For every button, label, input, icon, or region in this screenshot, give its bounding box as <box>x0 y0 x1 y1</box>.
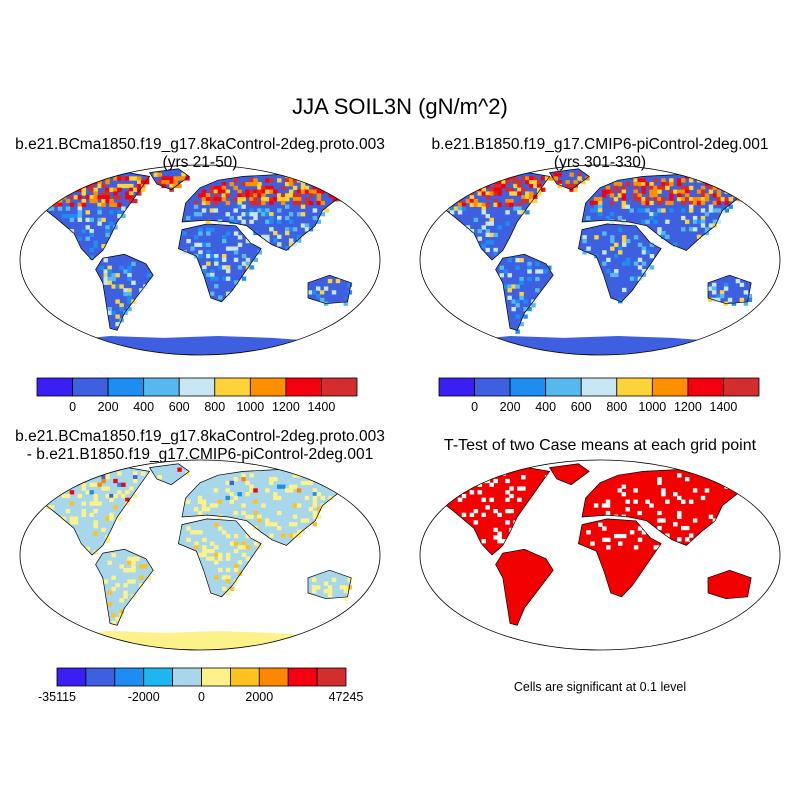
panel1-title-line1: b.e21.BCma1850.f19_g17.8kaControl-2deg.p… <box>15 136 385 153</box>
colorbar-swatch <box>56 667 87 687</box>
colorbar-swatch <box>107 377 145 397</box>
panel2-title-line1: b.e21.B1850.f19_g17.CMIP6-piControl-2deg… <box>431 136 769 153</box>
panel3-title-line1: b.e21.BCma1850.f19_g17.8kaControl-2deg.p… <box>15 428 385 445</box>
colorbar-tick-label: 1000 <box>638 400 666 414</box>
colorbar-swatch <box>438 377 475 397</box>
colorbar-swatch <box>316 667 347 687</box>
colorbar-tick-label: 47245 <box>329 690 364 704</box>
map-panel-1 <box>19 164 381 356</box>
colorbar-tick-label: 1400 <box>710 400 738 414</box>
map-panel-4 <box>419 459 781 651</box>
panel4-title: T-Test of two Case means at each grid po… <box>400 437 800 455</box>
colorbar-panel2: 0 200 400 600 800 1000 1200 1400 <box>438 377 760 414</box>
colorbar-tick-label: 0 <box>69 400 76 414</box>
land-africa <box>578 223 662 302</box>
land-greenland <box>549 463 590 485</box>
colorbar-tick-label: 1000 <box>236 400 264 414</box>
land-eurasia <box>182 469 355 546</box>
colorbar-tick-label: 200 <box>98 400 119 414</box>
colorbar-swatch <box>249 377 287 397</box>
colorbar-panel3: -35115 -2000 0 2000 47245 <box>38 667 364 704</box>
map-border <box>19 459 381 651</box>
colorbar-tick-label: -35115 <box>38 690 76 704</box>
panel3-title-line2: - b.e21.B1850.f19_g17.CMIP6-piControl-2d… <box>26 446 374 463</box>
colorbar-tick-label: 800 <box>204 400 225 414</box>
land-africa <box>578 518 662 597</box>
significance-note: Cells are significant at 0.1 level <box>513 680 687 694</box>
panel1-title: b.e21.BCma1850.f19_g17.8kaControl-2deg.p… <box>0 136 400 172</box>
land-southamerica <box>495 549 554 626</box>
map-border <box>19 164 381 356</box>
colorbar-swatch <box>85 667 116 687</box>
colorbar-swatch <box>580 377 618 397</box>
colorbar-tick-label: 0 <box>198 690 205 704</box>
colorbar-tick-label: 1400 <box>308 400 336 414</box>
colorbar-swatch <box>178 377 216 397</box>
colorbar-tick-label: 800 <box>606 400 627 414</box>
panel3-title: b.e21.BCma1850.f19_g17.8kaControl-2deg.p… <box>0 428 400 464</box>
colorbar-tick-label: 2000 <box>245 690 273 704</box>
colorbar-swatch <box>214 377 251 397</box>
colorbar-tick-label: 400 <box>133 400 154 414</box>
panel2-title-line2: (yrs 301-330) <box>553 154 647 171</box>
colorbar-tick-label: 600 <box>571 400 592 414</box>
map-border <box>419 459 781 651</box>
colorbar-swatch <box>651 377 689 397</box>
colorbar-tick-label: -2000 <box>128 690 160 704</box>
panel4-title-line1: T-Test of two Case means at each grid po… <box>443 437 757 454</box>
colorbar-tick-label: 1200 <box>674 400 702 414</box>
colorbar-swatch <box>143 377 180 397</box>
colorbar-swatch <box>229 667 260 687</box>
colorbar-tick-label: 1200 <box>272 400 300 414</box>
colorbar-swatch <box>36 377 73 397</box>
land-australia <box>708 570 752 599</box>
colorbar-panel1: 0 200 400 600 800 1000 1200 1400 <box>36 377 358 414</box>
colorbar-swatch <box>172 667 202 687</box>
colorbar-swatch <box>285 377 322 397</box>
colorbar-tick-label: 400 <box>535 400 556 414</box>
colorbar-tick-label: 0 <box>471 400 478 414</box>
colorbar-swatch <box>321 377 358 397</box>
colorbar-swatch <box>616 377 653 397</box>
colorbar-swatch <box>287 667 318 687</box>
panel1-title-line2: (yrs 21-50) <box>162 154 238 171</box>
colorbar-swatch <box>72 377 109 397</box>
panel2-title: b.e21.B1850.f19_g17.CMIP6-piControl-2deg… <box>400 136 800 172</box>
colorbar-tick-label: 600 <box>169 400 190 414</box>
map-panel-3 <box>19 459 381 651</box>
colorbar-swatch <box>114 667 145 687</box>
colorbar-swatch <box>723 377 760 397</box>
map-panel-2 <box>419 164 781 356</box>
colorbar-swatch <box>687 377 724 397</box>
colorbar-tick-label: 200 <box>500 400 521 414</box>
land-australia <box>308 570 352 599</box>
colorbar-swatch <box>509 377 547 397</box>
colorbar-swatch <box>201 667 231 687</box>
map-border <box>419 164 781 356</box>
colorbar-swatch <box>545 377 582 397</box>
colorbar-swatch <box>258 667 289 687</box>
colorbar-swatch <box>474 377 511 397</box>
figure-title: JJA SOIL3N (gN/m^2) <box>292 94 508 119</box>
colorbar-swatch <box>143 667 173 687</box>
